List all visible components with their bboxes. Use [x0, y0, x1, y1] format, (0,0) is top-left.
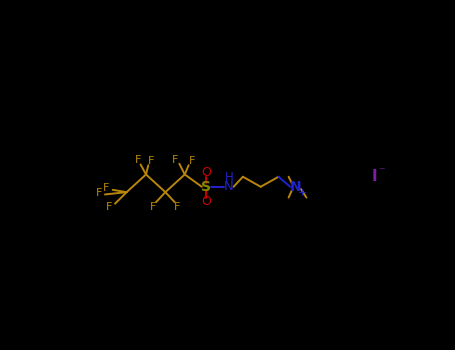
Text: +: +	[298, 188, 307, 198]
Text: F: F	[148, 156, 155, 166]
Text: F: F	[150, 202, 156, 212]
Text: O: O	[202, 195, 212, 208]
Text: F: F	[96, 188, 103, 198]
Text: F: F	[174, 202, 180, 212]
Text: F: F	[106, 202, 112, 212]
Text: F: F	[103, 183, 110, 193]
Text: I: I	[372, 169, 378, 184]
Text: F: F	[172, 155, 179, 165]
Text: H: H	[225, 171, 234, 184]
Text: N: N	[224, 180, 234, 193]
Text: O: O	[202, 166, 212, 180]
Text: F: F	[135, 155, 142, 165]
Text: ⁻: ⁻	[378, 165, 385, 178]
Text: N: N	[290, 180, 301, 194]
Text: F: F	[188, 156, 195, 166]
Text: S: S	[202, 180, 212, 194]
